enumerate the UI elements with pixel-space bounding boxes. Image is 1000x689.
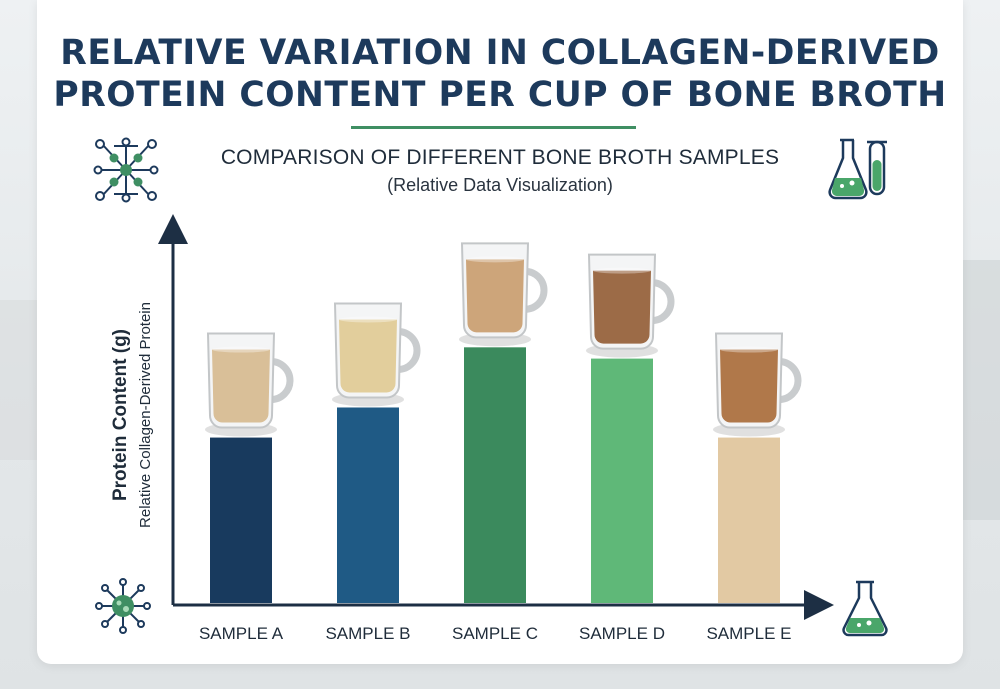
coffee-mug-icon: [713, 332, 802, 437]
x-tick-label: SAMPLE A: [199, 624, 284, 643]
chart-title-line-1: RELATIVE VARIATION IN COLLAGEN-DERIVED: [60, 33, 940, 73]
x-tick-label: SAMPLE B: [325, 624, 410, 643]
bar-sample-e: [718, 437, 780, 603]
background-shelf-left: [0, 300, 40, 460]
coffee-mug-icon: [586, 253, 675, 358]
lab-flask-and-test-tube-icon: [828, 138, 887, 200]
bar-sample-d: [591, 358, 653, 603]
coffee-mug-icon: [332, 302, 421, 407]
coffee-mug-icon: [459, 242, 548, 347]
molecule-network-icon: [93, 137, 159, 203]
erlenmeyer-flask-icon: [842, 580, 888, 637]
title-divider: [351, 126, 636, 129]
bar-sample-a: [210, 437, 272, 603]
chart-title-line-2: PROTEIN CONTENT PER CUP OF BONE BROTH: [53, 75, 947, 115]
bar-sample-c: [464, 347, 526, 603]
y-axis-label: Protein Content (g): [110, 329, 131, 501]
coffee-mug-icon: [205, 332, 294, 437]
chart-subtitle: COMPARISON OF DIFFERENT BONE BROTH SAMPL…: [220, 146, 780, 169]
chart-subtitle-note: (Relative Data Visualization): [387, 175, 613, 195]
background-shelf-right: [960, 260, 1000, 520]
bar-sample-b: [337, 407, 399, 603]
x-tick-label: SAMPLE C: [452, 624, 538, 643]
molecule-cluster-icon: [95, 578, 151, 634]
y-axis-sublabel: Relative Collagen-Derived Protein: [137, 302, 154, 528]
x-tick-label: SAMPLE D: [579, 624, 665, 643]
x-tick-label: SAMPLE E: [706, 624, 791, 643]
